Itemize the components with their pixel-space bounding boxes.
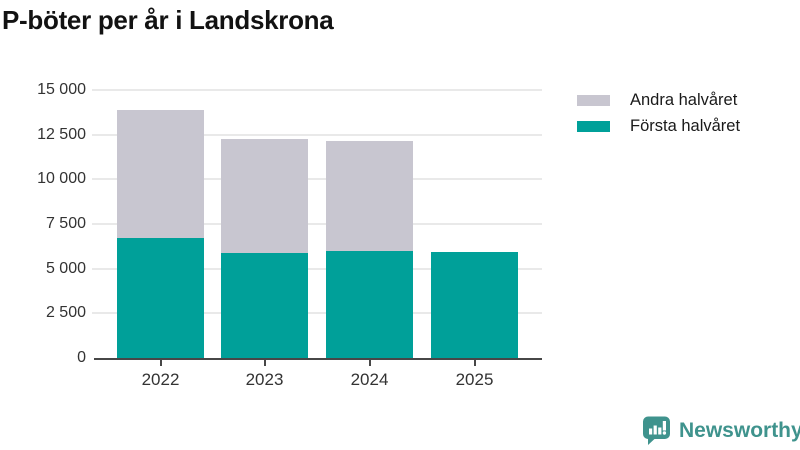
legend-label: Andra halvåret [630, 91, 738, 109]
brand-footer: Newsworthy [643, 416, 800, 446]
legend-swatch [577, 95, 610, 106]
bar-andra-halvåret-2022 [117, 109, 204, 239]
x-tick-2022 [159, 360, 162, 366]
y-tick-label: 10 000 [37, 170, 86, 188]
y-tick-label: 12 500 [37, 125, 86, 143]
y-tick-label: 0 [77, 349, 86, 366]
legend: Andra halvåret Första halvåret [577, 90, 740, 137]
bar-första-halvåret-2022 [117, 238, 204, 358]
chart-title: P-böter per år i Landskrona [2, 5, 334, 35]
y-tick-label: 7 500 [45, 215, 86, 232]
x-tick-2023 [263, 360, 266, 366]
legend-swatch [577, 121, 610, 132]
x-tick-label-2022: 2022 [141, 370, 180, 389]
gridline-10000 [92, 178, 542, 181]
bar-första-halvåret-2024 [326, 250, 413, 358]
brand-name: Newsworthy [679, 419, 800, 442]
x-tick-2025 [473, 360, 476, 366]
newsworthy-logo-icon [643, 416, 671, 446]
x-tick-label-2023: 2023 [245, 370, 284, 389]
gridline-7500 [92, 223, 542, 225]
bar-andra-halvåret-2024 [326, 140, 413, 251]
x-axis-line [94, 358, 542, 360]
gridline-2500 [92, 312, 542, 315]
gridline-12500 [92, 133, 542, 136]
y-tick-label: 15 000 [37, 81, 86, 98]
legend-label: Första halvåret [630, 117, 741, 135]
bar-första-halvåret-2025 [431, 251, 518, 358]
bar-första-halvåret-2023 [221, 253, 308, 358]
x-tick-label-2024: 2024 [350, 370, 389, 389]
legend-item: Andra halvåret [577, 90, 740, 111]
plot-area: 0 2 500 5 000 7 500 10 000 12 500 15 000 2022 20… [37, 81, 542, 389]
gridline-5000 [92, 267, 542, 270]
x-tick-label-2025: 2025 [455, 370, 494, 389]
bar-andra-halvåret-2023 [221, 139, 308, 254]
y-tick-label: 5 000 [45, 259, 86, 277]
y-tick-label: 2 500 [45, 304, 86, 322]
gridline-15000 [92, 89, 542, 91]
x-tick-2024 [368, 360, 371, 366]
legend-item: Första halvåret [577, 116, 740, 137]
